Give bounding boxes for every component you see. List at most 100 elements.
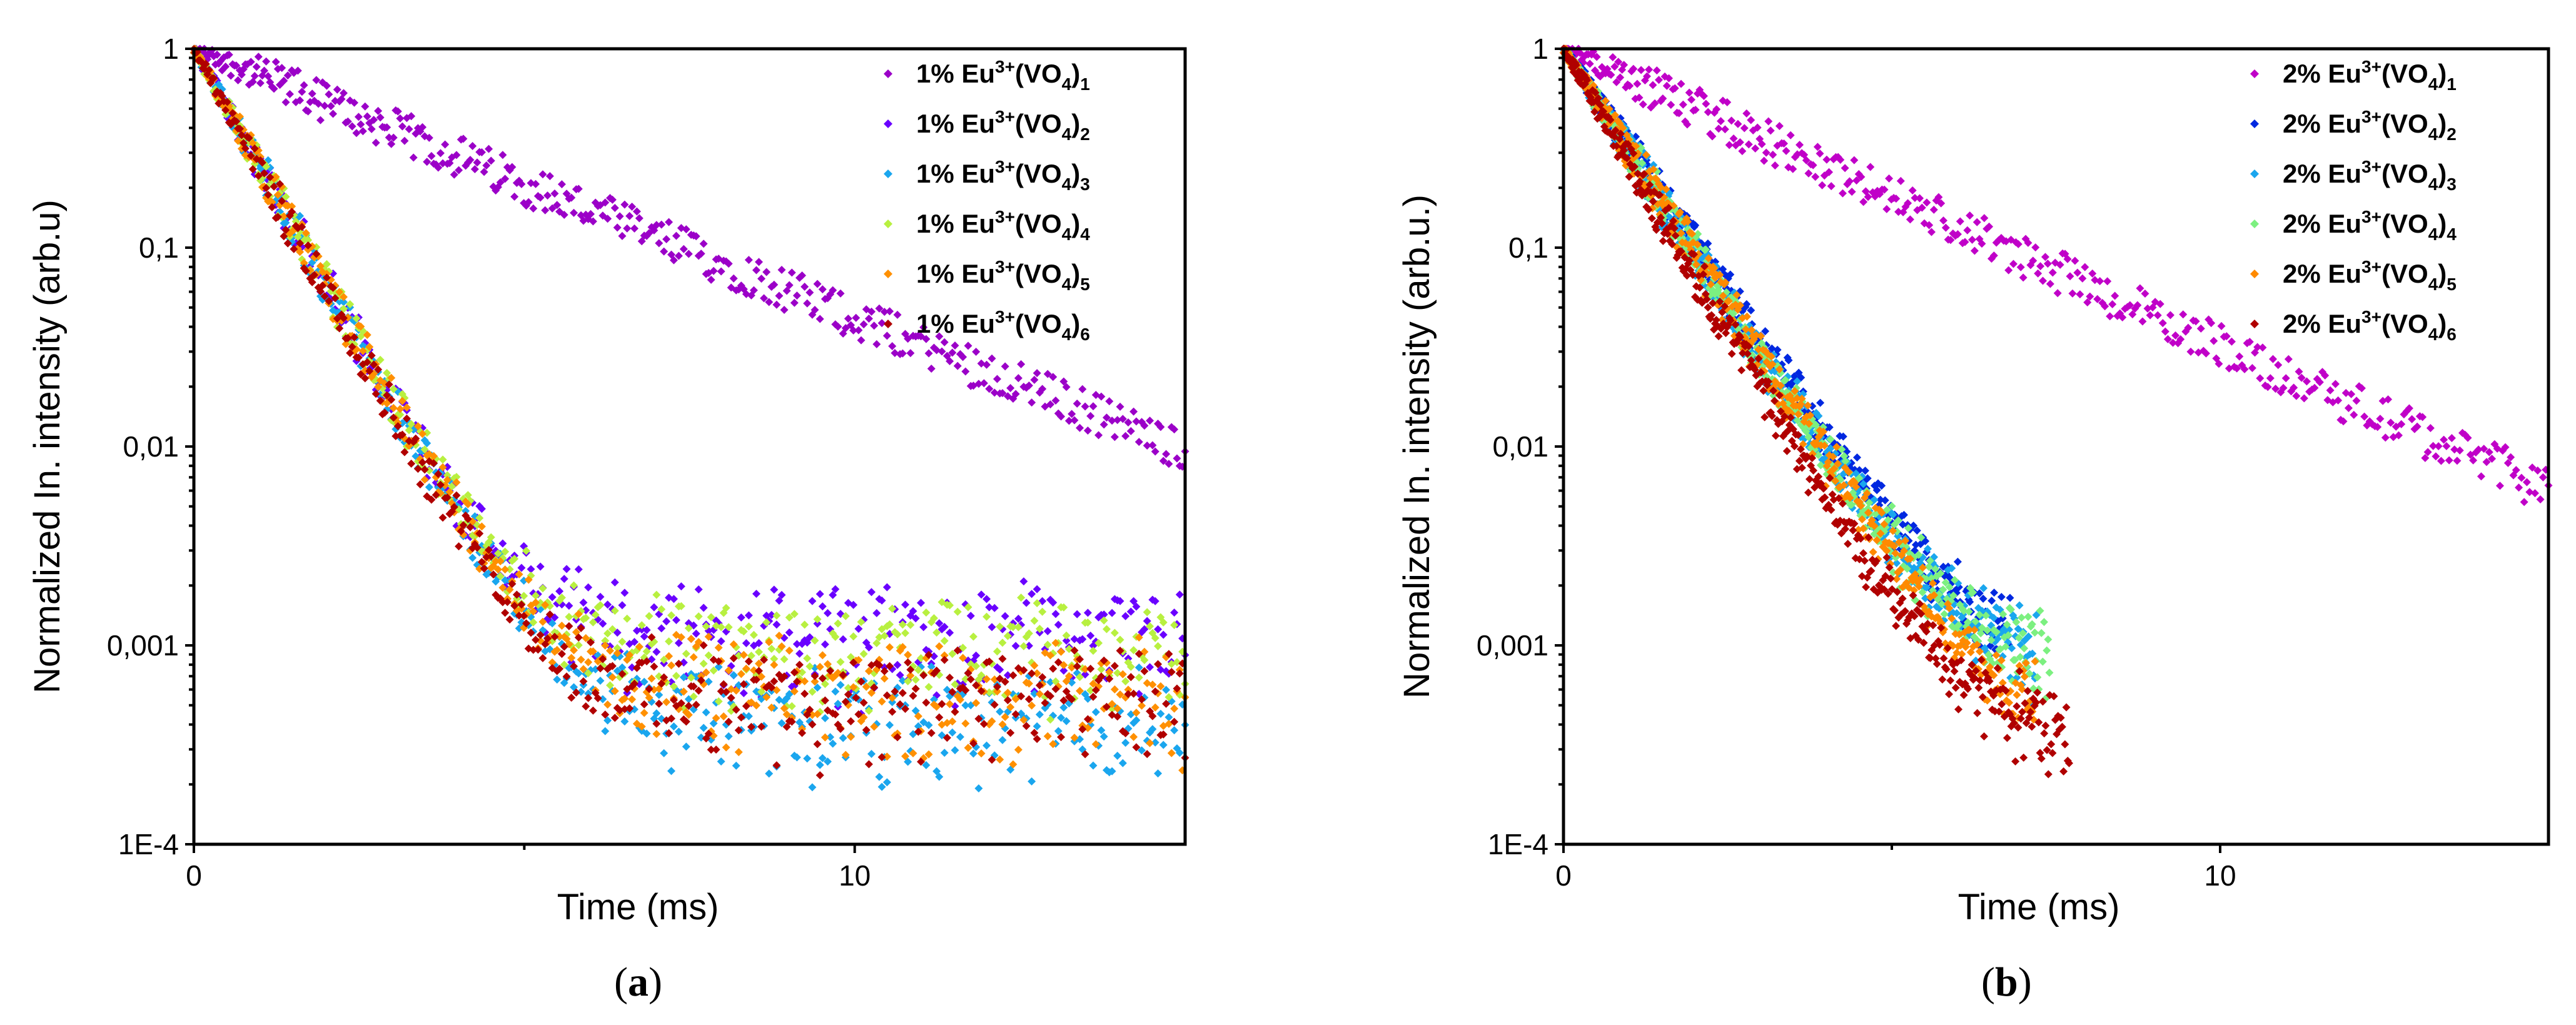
data-point	[501, 547, 510, 556]
data-point	[613, 644, 622, 652]
data-point	[1062, 687, 1071, 696]
data-point	[628, 695, 637, 704]
data-point	[2469, 456, 2478, 465]
data-point	[283, 71, 292, 80]
data-point	[893, 630, 902, 639]
data-point	[1014, 745, 1023, 754]
data-point	[1132, 602, 1141, 611]
data-point	[1035, 681, 1044, 690]
data-point	[1887, 502, 1896, 510]
data-point	[477, 522, 486, 531]
data-point	[1855, 474, 1864, 483]
data-point	[996, 665, 1004, 674]
data-point	[409, 153, 418, 162]
data-point	[1869, 548, 1877, 557]
data-point	[1146, 417, 1154, 425]
data-point	[1866, 163, 1875, 171]
data-point	[1747, 116, 1755, 124]
data-point	[2020, 644, 2029, 653]
data-point	[1738, 147, 1747, 156]
data-point	[1839, 432, 1847, 441]
data-point	[1116, 597, 1124, 605]
data-point	[462, 507, 470, 515]
data-point	[875, 772, 884, 781]
data-point	[572, 688, 580, 697]
data-point	[1735, 138, 1744, 147]
data-point	[707, 745, 715, 754]
data-point	[714, 644, 723, 652]
data-point	[1003, 671, 1012, 680]
data-point	[1121, 612, 1130, 620]
data-point	[475, 513, 484, 522]
data-point	[420, 465, 429, 474]
data-point	[412, 434, 420, 443]
data-point	[767, 644, 776, 653]
data-point	[438, 513, 447, 522]
data-point	[864, 667, 873, 675]
data-point	[1049, 373, 1058, 381]
data-point	[1625, 81, 1634, 90]
data-point	[790, 298, 799, 307]
data-point	[839, 670, 847, 679]
data-point	[550, 632, 559, 641]
data-point	[2009, 260, 2018, 268]
data-point	[1001, 612, 1009, 620]
data-point	[739, 650, 748, 659]
data-point	[418, 430, 427, 438]
data-point	[553, 645, 562, 654]
data-point	[1033, 735, 1041, 744]
data-point	[1028, 590, 1036, 598]
data-point	[543, 634, 552, 643]
data-point	[724, 623, 733, 632]
data-point	[1813, 143, 1822, 151]
data-point	[1121, 432, 1130, 440]
data-point	[1151, 634, 1159, 642]
data-point	[734, 748, 743, 757]
data-point	[1049, 664, 1058, 673]
data-point	[940, 655, 949, 664]
data-point	[722, 688, 730, 697]
data-point	[987, 623, 996, 632]
data-point	[1110, 662, 1119, 670]
data-point	[864, 707, 873, 715]
legend-label-part: 1	[1080, 74, 1090, 94]
legend-label-part: 1% Eu	[916, 259, 995, 288]
data-point	[1134, 633, 1143, 642]
data-point	[699, 641, 708, 650]
data-point	[2196, 324, 2205, 333]
data-point	[567, 654, 576, 662]
data-point	[682, 717, 690, 726]
data-point	[396, 114, 405, 123]
data-point	[1064, 417, 1073, 425]
data-point	[555, 587, 564, 595]
data-point	[402, 414, 411, 423]
data-point	[1670, 84, 1679, 93]
data-point	[1099, 616, 1108, 625]
data-point	[917, 598, 926, 607]
data-point	[2477, 472, 2485, 481]
legend-label-part: 1% Eu	[916, 159, 995, 188]
data-point	[729, 640, 738, 649]
data-point	[608, 195, 617, 204]
data-point	[762, 618, 771, 627]
data-point	[818, 285, 827, 294]
data-point	[533, 645, 542, 654]
data-point	[632, 207, 641, 216]
data-point	[1992, 628, 2001, 637]
data-point	[517, 604, 526, 613]
data-point	[898, 689, 907, 697]
data-point	[1068, 663, 1076, 672]
data-point	[438, 463, 447, 472]
legend-marker	[884, 270, 892, 278]
data-point	[1017, 692, 1026, 700]
data-point	[1086, 412, 1095, 420]
data-point	[1616, 73, 1625, 82]
data-point	[584, 694, 593, 702]
data-point	[2297, 373, 2306, 382]
data-point	[2266, 374, 2275, 383]
data-point	[909, 749, 917, 758]
data-point	[545, 610, 554, 619]
data-point	[901, 600, 910, 609]
data-point	[1844, 540, 1852, 548]
data-point	[1762, 148, 1770, 157]
